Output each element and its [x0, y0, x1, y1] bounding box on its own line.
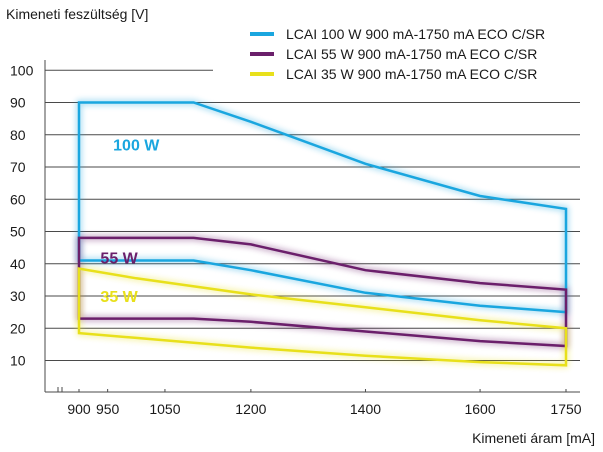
x-tick-label: 900 [67, 401, 91, 417]
legend-item: LCAI 100 W 900 mA-1750 mA ECO C/SR [250, 24, 545, 44]
legend-label: LCAI 35 W 900 mA-1750 mA ECO C/SR [286, 66, 538, 82]
y-tick-label: 50 [10, 224, 26, 240]
x-tick-label: 1400 [350, 401, 381, 417]
y-tick-label: 40 [10, 256, 26, 272]
series-envelope [77, 267, 568, 367]
legend-label: LCAI 55 W 900 mA-1750 mA ECO C/SR [286, 46, 538, 62]
legend-swatch [250, 72, 274, 76]
legend-label: LCAI 100 W 900 mA-1750 mA ECO C/SR [286, 26, 546, 42]
legend-item: LCAI 35 W 900 mA-1750 mA ECO C/SR [250, 64, 545, 84]
x-axis-label: Kimeneti áram [mA] [472, 430, 595, 446]
x-tick-label: 1200 [235, 401, 266, 417]
series-label: 55 W [100, 250, 138, 267]
x-tick-label: 1600 [464, 401, 495, 417]
series-group: 100 W 55 W 35 W [76, 99, 569, 369]
grid-lines [45, 69, 580, 361]
legend: LCAI 100 W 900 mA-1750 mA ECO C/SR LCAI … [250, 24, 545, 84]
series-glow [76, 234, 569, 349]
y-tick-label: 70 [10, 159, 26, 175]
axes [44, 60, 580, 393]
x-tick-label: 950 [96, 401, 120, 417]
y-tick-label: 80 [10, 127, 26, 143]
legend-swatch [250, 32, 274, 36]
x-tick-label: 1050 [149, 401, 180, 417]
y-tick-label: 20 [10, 320, 26, 336]
series-label: 100 W [113, 137, 160, 154]
y-tick-label: 90 [10, 95, 26, 111]
y-tick-label: 10 [10, 353, 26, 369]
legend-item: LCAI 55 W 900 mA-1750 mA ECO C/SR [250, 44, 545, 64]
y-tick-label: 60 [10, 191, 26, 207]
y-tick-label: 100 [10, 62, 34, 78]
legend-swatch [250, 52, 274, 56]
x-tick-label: 1750 [550, 401, 581, 417]
series-label: 35 W [100, 289, 138, 306]
y-axis-label: Kimeneti feszültség [V] [6, 6, 149, 22]
tick-labels: 10 20 30 40 50 60 70 80 90 100 900 950 1050 1200 1400 1… [10, 62, 582, 417]
y-tick-label: 30 [10, 288, 26, 304]
